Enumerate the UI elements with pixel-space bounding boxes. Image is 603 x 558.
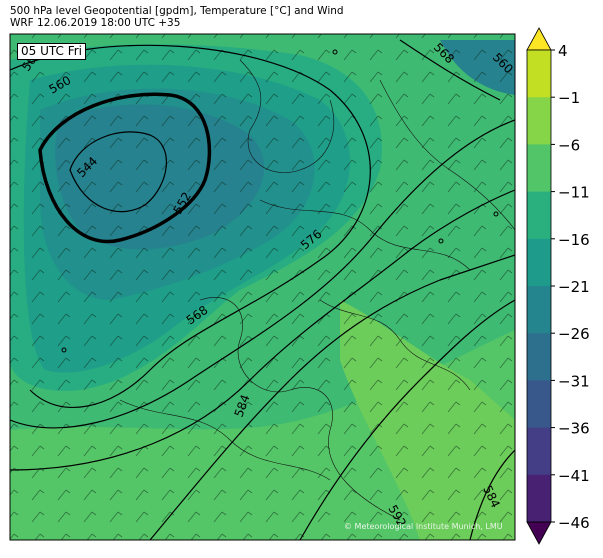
time-badge: 05 UTC Fri [17,43,86,60]
colorbar-arrow-top [526,27,552,51]
colorbar-tick-label: −36 [558,420,590,438]
colorbar: 4 −1 −6 −11 −16 −21 −26 −31 −36 −41 −46 [526,27,590,545]
colorbar-segment [527,191,551,240]
colorbar-segment [527,50,551,98]
colorbar-tick-label: −6 [558,136,580,154]
colorbar-tick-label: 4 [558,42,568,60]
colorbar-tick-label: −41 [558,467,590,485]
map-title: 500 hPa level Geopotential [gpdm], Tempe… [10,5,344,17]
colorbar-tick-label: −46 [558,514,590,532]
colorbar-segment [527,474,551,523]
colorbar-segment [527,238,551,287]
colorbar-segment [527,286,551,334]
colorbar-tick-label: −21 [558,278,590,296]
map-field [10,34,515,540]
colorbar-segment [527,380,551,429]
colorbar-tick-label: −31 [558,372,590,390]
colorbar-segment [527,144,551,193]
colorbar-segment [527,427,551,476]
colorbar-tick-label: −16 [558,231,590,249]
colorbar-tick-label: −1 [558,89,580,107]
map-subtitle: WRF 12.06.2019 18:00 UTC +35 [10,17,181,29]
colorbar-segment [527,97,551,145]
colorbar-arrow-bottom [526,521,552,545]
credit-text: © Meteorological Institute Munich, LMU [344,522,503,531]
colorbar-tick-label: −11 [558,184,590,202]
colorbar-tick-label: −26 [558,325,590,343]
colorbar-segment [527,333,551,381]
